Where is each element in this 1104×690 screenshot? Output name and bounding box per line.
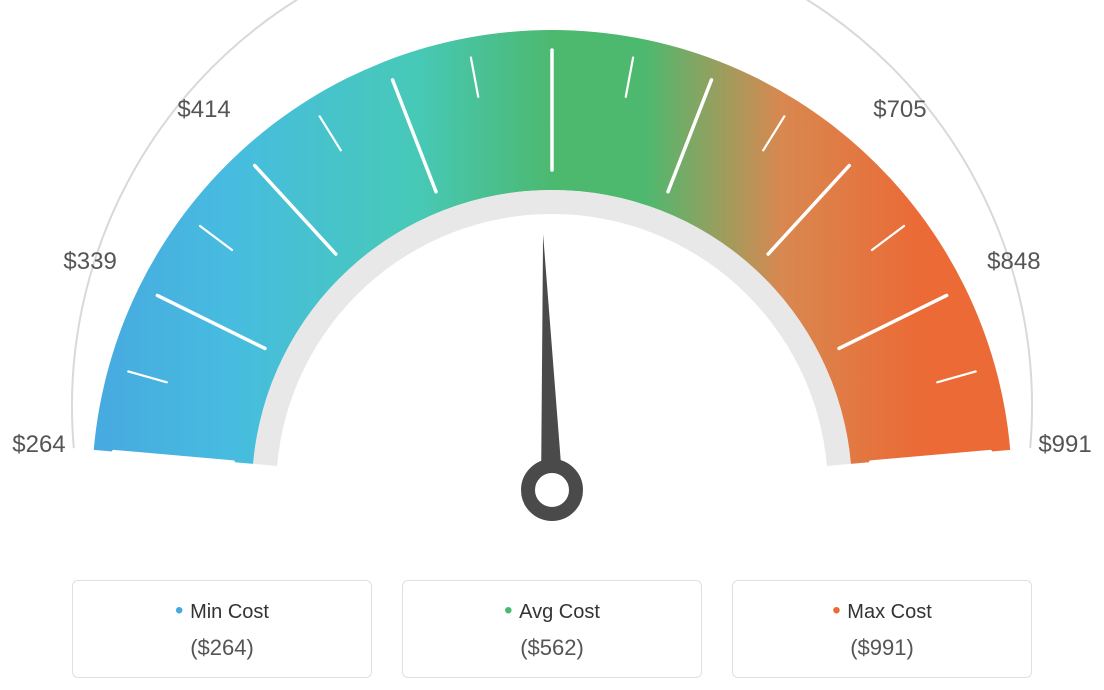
legend-box-min: Min Cost ($264) xyxy=(72,580,372,678)
gauge-tick-label: $848 xyxy=(987,248,1040,276)
gauge-area: $264$339$414$562$705$848$991 xyxy=(0,0,1104,560)
legend-label-avg: Avg Cost xyxy=(519,601,600,623)
legend-value-avg: ($562) xyxy=(423,635,681,661)
gauge-tick-label: $991 xyxy=(1038,431,1091,459)
legend-box-avg: Avg Cost ($562) xyxy=(402,580,702,678)
gauge-svg xyxy=(0,0,1104,560)
gauge-tick-label: $705 xyxy=(873,96,926,124)
legend-row: Min Cost ($264) Avg Cost ($562) Max Cost… xyxy=(0,580,1104,678)
legend-value-min: ($264) xyxy=(93,635,351,661)
legend-label-max: Max Cost xyxy=(847,601,931,623)
legend-title-min: Min Cost xyxy=(93,597,351,625)
gauge-tick-label: $339 xyxy=(63,248,116,276)
legend-title-avg: Avg Cost xyxy=(423,597,681,625)
gauge-tick-label: $414 xyxy=(177,96,230,124)
legend-title-max: Max Cost xyxy=(753,597,1011,625)
legend-label-min: Min Cost xyxy=(190,601,269,623)
legend-box-max: Max Cost ($991) xyxy=(732,580,1032,678)
legend-value-max: ($991) xyxy=(753,635,1011,661)
gauge-tick-label: $264 xyxy=(12,431,65,459)
cost-gauge-infographic: $264$339$414$562$705$848$991 Min Cost ($… xyxy=(0,0,1104,690)
